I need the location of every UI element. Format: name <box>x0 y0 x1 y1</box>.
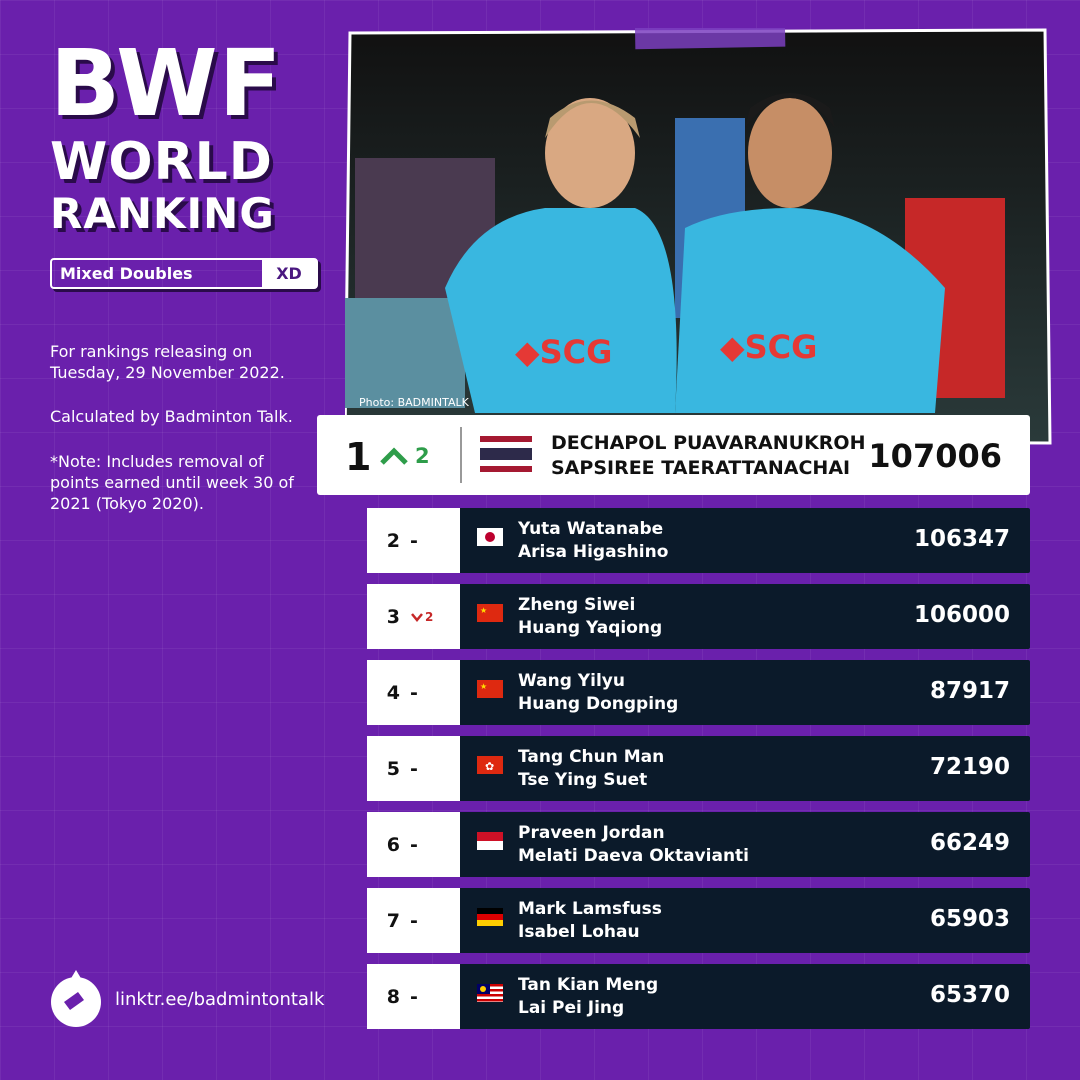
divider <box>460 427 462 483</box>
change: 2 <box>425 609 434 624</box>
change: - <box>410 529 418 552</box>
player: Yuta Watanabe <box>518 519 664 539</box>
svg-text:★: ★ <box>480 682 487 691</box>
player: Praveen Jordan <box>518 823 665 843</box>
photo-credit: Photo: BADMINTALK <box>359 396 470 409</box>
player: Tang Chun Man <box>518 747 665 767</box>
flag <box>477 908 503 926</box>
logo-text: ◆SCG <box>720 328 817 366</box>
rank: 8 <box>386 985 400 1008</box>
ranking-row: 8- Tan Kian Meng Lai Pei Jing 65370 <box>367 964 1030 1029</box>
logo-text: ◆SCG <box>515 333 612 371</box>
change: - <box>410 757 418 780</box>
title-line: WORLD <box>50 132 273 192</box>
logo <box>51 970 101 1027</box>
player: Tan Kian Meng <box>518 975 659 995</box>
flag <box>477 984 503 1002</box>
flag <box>477 832 503 850</box>
points: 107006 <box>868 437 1002 475</box>
player: Huang Yaqiong <box>518 618 663 638</box>
player: Melati Daeva Oktavianti <box>518 846 749 866</box>
flag <box>477 528 503 546</box>
change: - <box>410 985 418 1008</box>
photo: ◆SCG ◆SCG Photo: BADMINTALK <box>345 28 1052 445</box>
svg-text:✿: ✿ <box>485 760 494 773</box>
player: DECHAPOL PUAVARANUKROH <box>551 432 866 454</box>
top-row: 1 2 DECHAPOL PUAVARANUKROH SAPSIREE TAER… <box>317 415 1030 495</box>
title-line: RANKING <box>50 189 275 238</box>
change: - <box>410 681 418 704</box>
change: 2 <box>415 444 430 468</box>
player: Wang Yilyu <box>518 671 625 691</box>
ranking-row: 3 2 ★ Zheng Siwei Huang Yaqiong 106000 <box>367 584 1030 649</box>
points: 65903 <box>929 906 1010 932</box>
rank: 7 <box>386 909 400 932</box>
points: 87917 <box>929 678 1010 704</box>
footer-link: linktr.ee/badmintontalk <box>115 989 325 1010</box>
note: For rankings releasing on Tuesday, 29 No… <box>50 342 285 382</box>
points: 65370 <box>929 982 1010 1008</box>
flag: ★ <box>477 680 503 698</box>
ranking-row: 6- Praveen Jordan Melati Daeva Oktavianti 6… <box>367 812 1030 877</box>
rank: 1 <box>345 435 372 479</box>
flag: ★ <box>477 604 503 622</box>
player: Zheng Siwei <box>518 595 636 615</box>
ranking-row: 4- ★ Wang Yilyu Huang Dongping 87917 <box>367 660 1030 725</box>
svg-text:★: ★ <box>480 606 487 615</box>
player: Mark Lamsfuss <box>518 899 662 919</box>
player: Arisa Higashino <box>518 542 669 562</box>
player: SAPSIREE TAERATTANACHAI <box>551 457 851 479</box>
category: Mixed Doubles <box>60 264 193 283</box>
change: - <box>410 909 418 932</box>
category-box: Mixed Doubles XD <box>50 258 318 289</box>
points: 66249 <box>929 830 1010 856</box>
points: 106347 <box>913 526 1010 552</box>
rank: 2 <box>386 529 400 552</box>
rank: 3 <box>386 605 400 628</box>
note: Calculated by Badminton Talk. <box>50 407 293 426</box>
rank: 4 <box>386 681 400 704</box>
rank: 6 <box>386 833 400 856</box>
ranking-row: 7- Mark Lamsfuss Isabel Lohau 65903 <box>367 888 1030 953</box>
player: Huang Dongping <box>518 694 679 714</box>
note: *Note: Includes removal of points earned… <box>50 452 294 513</box>
player: Tse Ying Suet <box>518 770 648 790</box>
points: 72190 <box>929 754 1010 780</box>
down-arrow <box>411 612 423 622</box>
flag: ✿ <box>477 756 503 774</box>
player: Lai Pei Jing <box>518 998 625 1018</box>
title-line: BWF <box>50 30 283 137</box>
player: Isabel Lohau <box>518 922 640 942</box>
category-code: XD <box>262 260 316 287</box>
flag <box>480 436 532 472</box>
points: 106000 <box>913 602 1010 628</box>
ranking-row: 2- Yuta Watanabe Arisa Higashino 106347 <box>367 508 1030 573</box>
change: - <box>410 833 418 856</box>
rank: 5 <box>386 757 400 780</box>
ranking-row: 5- ✿ Tang Chun Man Tse Ying Suet 72190 <box>367 736 1030 801</box>
up-arrow <box>380 447 408 465</box>
